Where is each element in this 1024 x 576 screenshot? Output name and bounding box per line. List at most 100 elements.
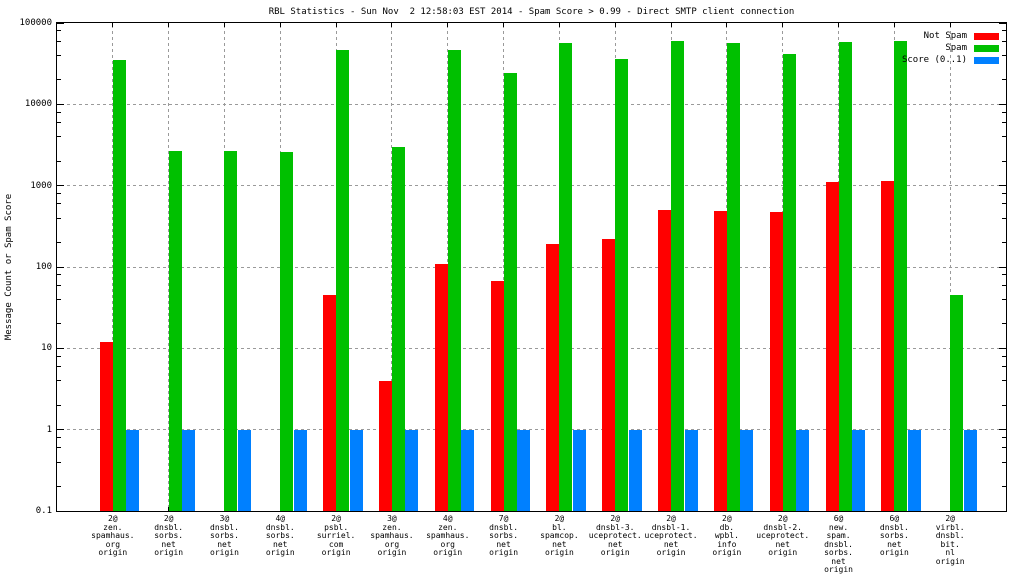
ytick-minor-right	[1002, 160, 1006, 162]
x-category-label: 2@ dnsbl-2. uceprotect. net origin	[756, 514, 810, 557]
xtick-top	[558, 23, 560, 27]
bar-spam	[950, 295, 964, 511]
xtick-top	[335, 23, 337, 27]
ytick-minor-right	[1002, 274, 1006, 276]
ytick-minor-right	[1002, 30, 1006, 32]
xtick-top	[838, 23, 840, 27]
x-category-label: 3@ zen. spamhaus. org origin	[370, 514, 414, 557]
ytick-minor-left	[57, 355, 61, 357]
gridline-horizontal	[61, 429, 1002, 431]
bar-score-0-1	[572, 429, 586, 511]
ytick-minor-left	[57, 486, 61, 488]
legend-entry-spam: Spam	[902, 42, 999, 54]
ytick-minor-right	[1002, 79, 1006, 81]
bar-score-0-1	[963, 429, 977, 511]
bar-score-0-1	[126, 429, 140, 511]
bar-not-spam	[825, 182, 839, 511]
ytick-minor-left	[57, 461, 61, 463]
xtick-top	[168, 23, 170, 27]
plot-area	[56, 22, 1007, 512]
gridline-horizontal	[61, 347, 1002, 349]
ytick-minor-left	[57, 298, 61, 300]
ytick-major-right	[999, 347, 1006, 349]
legend-label: Score (0..1)	[901, 55, 967, 65]
xtick-top	[614, 23, 616, 27]
ytick-minor-left	[57, 111, 61, 113]
ytick-major-right	[999, 429, 1006, 431]
x-category-label: 6@ dnsbl. sorbs. net origin	[879, 514, 909, 557]
ytick-minor-left	[57, 54, 61, 56]
ytick-minor-right	[1002, 111, 1006, 113]
bar-score-0-1	[684, 429, 698, 511]
ytick-minor-left	[57, 217, 61, 219]
x-category-label: 2@ dnsbl-1. uceprotect. net origin	[644, 514, 698, 557]
ytick-minor-right	[1002, 355, 1006, 357]
ytick-minor-left	[57, 242, 61, 244]
y-tick-label: 100	[35, 262, 52, 272]
x-category-label: 7@ dnsbl. sorbs. net origin	[489, 514, 519, 557]
chart-title: RBL Statistics - Sun Nov 2 12:58:03 EST …	[268, 7, 795, 17]
ytick-minor-left	[57, 274, 61, 276]
y-tick-label: 100000	[19, 18, 52, 28]
legend-entry-not-spam: Not Spam	[902, 30, 999, 42]
ytick-minor-right	[1002, 447, 1006, 449]
bar-spam	[782, 53, 796, 511]
bar-not-spam	[490, 281, 504, 511]
y-tick-label: 1	[46, 424, 52, 435]
y-tick-label: 10	[41, 343, 52, 354]
gridline-vertical	[949, 25, 951, 509]
ytick-major-left	[57, 22, 64, 24]
bar-spam	[615, 59, 629, 511]
x-category-label: 2@ zen. spamhaus. org origin	[91, 514, 135, 557]
ytick-major-left	[57, 429, 64, 431]
ytick-minor-right	[1002, 365, 1006, 367]
ytick-major-right	[999, 22, 1006, 24]
gridline-horizontal	[61, 266, 1002, 268]
gridline-horizontal	[61, 185, 1002, 187]
ytick-minor-left	[57, 437, 61, 439]
bar-spam	[336, 49, 350, 511]
ytick-minor-right	[1002, 486, 1006, 488]
bar-score-0-1	[740, 429, 754, 511]
y-tick-label: 1000	[30, 180, 52, 191]
bar-not-spam	[546, 244, 560, 511]
xtick-top	[893, 23, 895, 27]
xtick-top	[949, 23, 951, 27]
legend-entry-score-0-1: Score (0..1)	[902, 54, 999, 66]
bar-spam	[224, 150, 238, 511]
ytick-minor-left	[57, 30, 61, 32]
ytick-major-right	[999, 266, 1006, 268]
x-category-label: 3@ dnsbl. sorbs. net origin	[210, 514, 239, 557]
x-category-label: 2@ psbl. surriel. com origin	[316, 514, 356, 557]
bar-not-spam	[99, 341, 113, 511]
bar-not-spam	[323, 295, 337, 511]
bar-not-spam	[658, 210, 672, 511]
ytick-major-left	[57, 266, 64, 268]
bar-spam	[112, 60, 126, 511]
xtick-top	[279, 23, 281, 27]
x-category-label: 2@ db. wpbl. info origin	[712, 514, 742, 557]
y-tick-label: 0.1	[35, 506, 52, 516]
ytick-minor-right	[1002, 203, 1006, 205]
bar-score-0-1	[517, 429, 531, 511]
x-category-label: 2@ bl. spamcop. net origin	[540, 514, 579, 557]
ytick-minor-left	[57, 380, 61, 382]
bar-spam	[447, 49, 461, 511]
bar-not-spam	[713, 210, 727, 511]
x-category-label: 6@ new. spam. dnsbl. sorbs. net origin	[824, 514, 853, 574]
bar-spam	[726, 42, 740, 511]
ytick-minor-left	[57, 203, 61, 205]
ytick-minor-left	[57, 160, 61, 162]
bar-score-0-1	[293, 429, 307, 511]
ytick-minor-right	[1002, 404, 1006, 406]
ytick-minor-left	[57, 136, 61, 138]
bar-score-0-1	[628, 429, 642, 511]
xtick-top	[447, 23, 449, 27]
ytick-minor-right	[1002, 323, 1006, 325]
ytick-major-right	[999, 510, 1006, 512]
ytick-minor-right	[1002, 217, 1006, 219]
ytick-minor-right	[1002, 136, 1006, 138]
xtick-top	[391, 23, 393, 27]
ytick-minor-right	[1002, 380, 1006, 382]
